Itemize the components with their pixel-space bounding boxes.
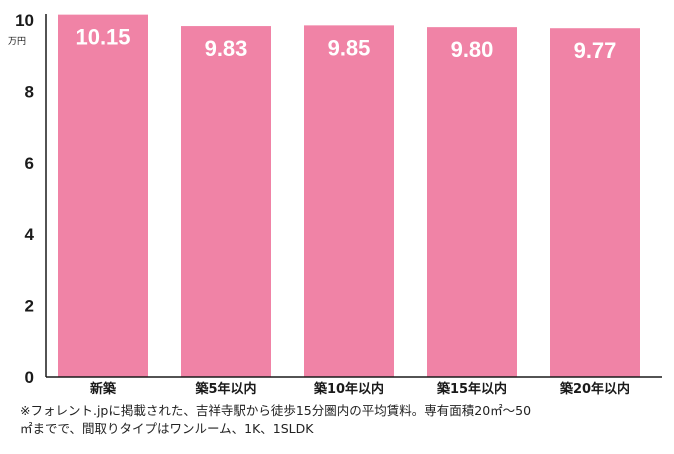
x-tick-label: 新築: [90, 381, 117, 397]
footnote-line-1: ※フォレント.jpに掲載された、吉祥寺駅から徒歩15分圏内の平均賃料。専有面積2…: [20, 403, 532, 418]
y-tick-label: 0: [25, 368, 34, 387]
x-tick-label: 築10年以内: [313, 381, 384, 397]
bar-value-label: 9.83: [205, 36, 248, 61]
footnote-line-2: ㎡までで、間取りタイプはワンルーム、1K、1SLDK: [20, 421, 314, 436]
bar: [550, 28, 640, 378]
bar-chart: 0 2 4 6 8 10 万円 10.15 9.83 9.85 9.80 9.77 新築 築5年以内…: [8, 11, 662, 397]
y-tick-label: 2: [25, 297, 34, 316]
x-tick-label: 築15年以内: [436, 381, 507, 397]
bar: [427, 27, 517, 377]
bar-value-label: 10.15: [75, 25, 130, 50]
x-tick-label: 築20年以内: [559, 381, 630, 397]
bar-value-label: 9.80: [451, 37, 494, 62]
footnote: ※フォレント.jpに掲載された、吉祥寺駅から徒歩15分圏内の平均賃料。専有面積2…: [20, 402, 660, 438]
y-tick-label: 4: [25, 225, 35, 244]
y-tick-label: 6: [25, 154, 34, 173]
data-labels: 10.15 9.83 9.85 9.80 9.77: [75, 25, 616, 64]
x-axis-labels: 新築 築5年以内 築10年以内 築15年以内 築20年以内: [90, 381, 630, 397]
bar: [304, 25, 394, 377]
bars: [58, 14, 640, 378]
bar-value-label: 9.77: [574, 38, 617, 63]
y-axis-ticks: 0 2 4 6 8 10: [15, 11, 34, 387]
y-tick-label: 8: [25, 82, 34, 101]
y-tick-label: 10: [15, 11, 34, 30]
y-axis-unit-label: 万円: [8, 36, 26, 47]
x-tick-label: 築5年以内: [194, 381, 256, 397]
bar-value-label: 9.85: [328, 35, 371, 60]
bar: [58, 14, 148, 378]
bar: [181, 26, 271, 377]
